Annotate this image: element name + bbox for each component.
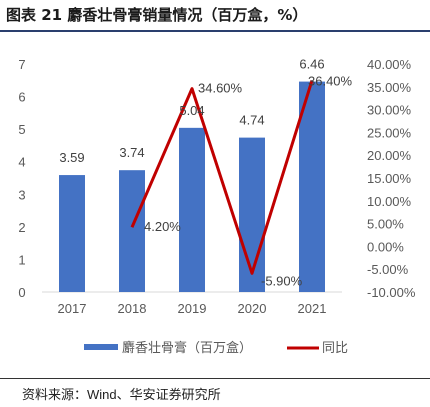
y-axis-right: -10.00% -5.00% 0.00% 5.00% 10.00% 15.00% 20.00…	[367, 57, 416, 300]
footer-divider	[0, 378, 430, 379]
bar	[179, 127, 205, 292]
source-label: 资料来源：	[22, 388, 88, 403]
y-left-tick-label: 7	[18, 57, 25, 72]
line-data-labels: 4.20% 34.60% -5.90% 36.40%	[144, 73, 353, 288]
y-right-tick-label: 40.00%	[367, 57, 412, 72]
bar	[239, 137, 265, 292]
legend-line-label: 同比	[322, 340, 348, 355]
y-left-tick-label: 6	[18, 90, 25, 105]
y-right-tick-label: 5.00%	[367, 217, 404, 232]
bar-series	[59, 81, 325, 293]
legend-bar-swatch	[84, 344, 118, 350]
bar-data-labels: 3.59 3.74 5.04 4.74 6.46	[59, 57, 324, 165]
x-tick-label: 2017	[58, 301, 87, 316]
y-left-tick-label: 1	[18, 252, 25, 267]
bar-data-label: 3.74	[119, 145, 144, 160]
y-right-tick-label: 20.00%	[367, 148, 412, 163]
legend: 麝香壮骨膏（百万盒） 同比	[84, 340, 348, 355]
combo-chart: 0 1 2 3 4 5 6 7 -10.00% -5.00% 0.00% 5.00% 10.00% 15…	[18, 57, 416, 355]
x-tick-label: 2021	[298, 301, 327, 316]
y-left-tick-label: 5	[18, 122, 25, 137]
x-tick-label: 2019	[178, 301, 207, 316]
bar-data-label: 6.46	[299, 57, 324, 72]
source-note: 资料来源：Wind、华安证券研究所	[22, 384, 221, 403]
line-data-label: 4.20%	[144, 219, 181, 234]
bar	[119, 170, 145, 292]
y-right-tick-label: 15.00%	[367, 171, 412, 186]
y-right-tick-label: -5.00%	[367, 262, 409, 277]
y-left-tick-label: 2	[18, 220, 25, 235]
bar-data-label: 3.59	[59, 150, 84, 165]
y-right-tick-label: -10.00%	[367, 285, 416, 300]
legend-bar-label: 麝香壮骨膏（百万盒）	[122, 340, 252, 355]
y-left-tick-label: 3	[18, 187, 25, 202]
y-axis-left: 0 1 2 3 4 5 6 7	[18, 57, 25, 300]
source-names: Wind、华安证券研究所	[87, 387, 221, 402]
y-right-tick-label: 0.00%	[367, 239, 404, 254]
x-tick-label: 2020	[238, 301, 267, 316]
y-left-tick-label: 4	[18, 155, 25, 170]
title-underline	[0, 30, 430, 32]
y-right-tick-label: 30.00%	[367, 103, 412, 118]
y-right-tick-label: 25.00%	[367, 125, 412, 140]
bar-data-label: 5.04	[179, 103, 204, 118]
y-left-tick-label: 0	[18, 285, 25, 300]
x-tick-label: 2018	[118, 301, 147, 316]
chart-title: 图表 21 麝香壮骨膏销量情况（百万盒，%）	[6, 6, 308, 24]
line-path	[130, 79, 314, 275]
bar	[59, 175, 85, 292]
line-data-label: -5.90%	[261, 273, 303, 288]
line-data-label: 34.60%	[198, 81, 243, 96]
bar-data-label: 4.74	[239, 113, 264, 128]
x-axis: 2017 2018 2019 2020 2021	[58, 301, 327, 316]
y-right-tick-label: 35.00%	[367, 80, 412, 95]
line-data-label: 36.40%	[308, 73, 353, 88]
line-series	[130, 79, 314, 275]
bar	[299, 81, 325, 293]
y-right-tick-label: 10.00%	[367, 194, 412, 209]
